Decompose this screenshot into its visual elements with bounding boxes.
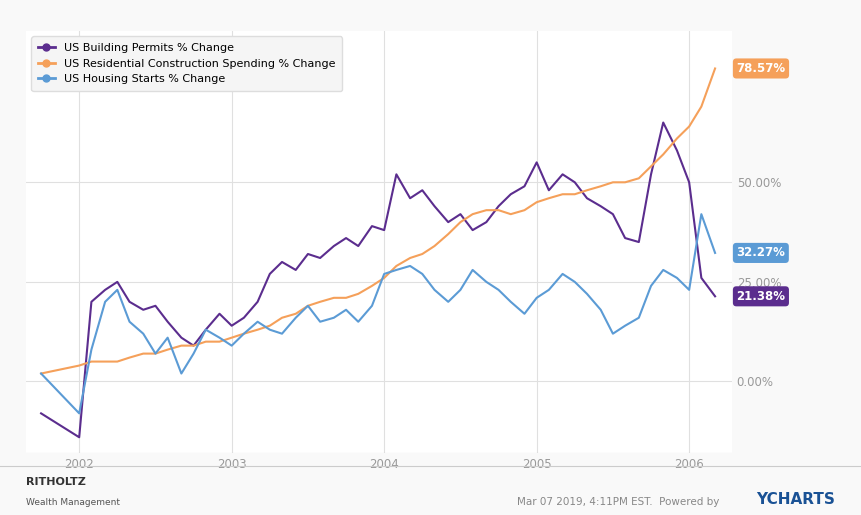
Text: 78.57%: 78.57% (736, 62, 785, 75)
Text: YCHARTS: YCHARTS (756, 492, 835, 507)
Text: 21.38%: 21.38% (736, 290, 785, 303)
Text: Wealth Management: Wealth Management (26, 499, 120, 507)
Legend: US Building Permits % Change, US Residential Construction Spending % Change, US : US Building Permits % Change, US Residen… (31, 37, 342, 91)
Text: RITHOLTZ: RITHOLTZ (26, 477, 86, 487)
Text: Mar 07 2019, 4:11PM EST.  Powered by: Mar 07 2019, 4:11PM EST. Powered by (517, 497, 719, 507)
Text: 32.27%: 32.27% (736, 246, 785, 260)
